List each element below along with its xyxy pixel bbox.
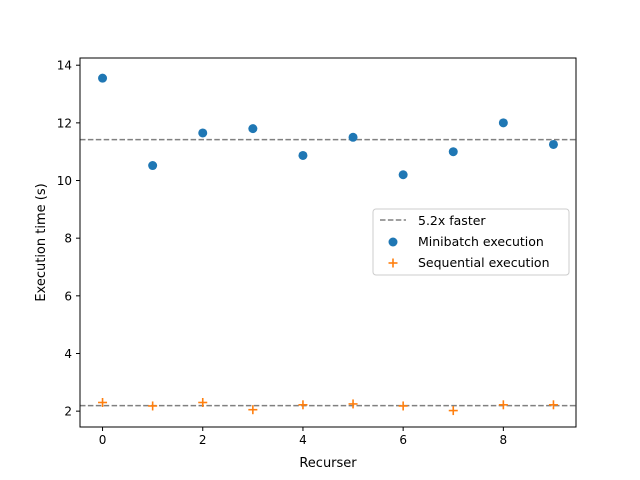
sequential-point-6 [398,401,408,411]
y-axis-label: Execution time (s) [34,183,49,301]
sequential-point-2 [198,397,208,407]
y-tick-label: 14 [57,59,72,73]
legend-label: Sequential execution [418,255,550,270]
plot-frame [79,57,577,428]
minibatch-point-4 [298,150,308,160]
data-points [98,73,558,416]
y-tick-label: 12 [57,116,72,130]
minibatch-point-5 [348,132,358,142]
legend-label: 5.2x faster [418,213,486,228]
x-tick-label: 4 [299,433,307,447]
minibatch-point-1 [148,161,158,171]
minibatch-point-6 [398,170,408,180]
minibatch-point-3 [248,124,258,134]
minibatch-point-9 [548,139,558,149]
y-tick-label: 6 [64,289,72,303]
x-tick-label: 6 [399,433,407,447]
sequential-point-7 [448,406,458,416]
x-axis-ticks: 0 2 4 6 8 [99,427,507,447]
minibatch-point-7 [448,147,458,157]
sequential-point-4 [298,400,308,410]
x-tick-label: 8 [500,433,508,447]
sequential-point-5 [348,399,358,409]
sequential-point-3 [248,405,258,415]
legend-circle-swatch [388,237,398,247]
legend: 5.2x faster Minibatch execution Sequential… [372,208,570,276]
y-tick-label: 10 [57,174,72,188]
x-tick-label: 2 [199,433,207,447]
sequential-point-1 [148,401,158,411]
legend-label: Minibatch execution [418,234,544,249]
minibatch-point-2 [198,128,208,138]
sequential-point-0 [98,397,108,407]
y-tick-label: 8 [64,232,72,246]
y-axis-ticks: 2 4 6 8 10 12 14 [57,59,80,419]
legend-plus-swatch [388,258,398,268]
y-tick-label: 4 [64,347,72,361]
x-tick-label: 0 [99,433,107,447]
sequential-point-9 [548,400,558,410]
minibatch-point-8 [498,118,508,128]
y-tick-label: 2 [64,405,72,419]
legend-box [372,208,570,276]
x-axis-label: Recurser [299,456,357,471]
minibatch-point-0 [98,73,108,83]
reference-lines [80,138,576,407]
sequential-point-8 [498,400,508,410]
